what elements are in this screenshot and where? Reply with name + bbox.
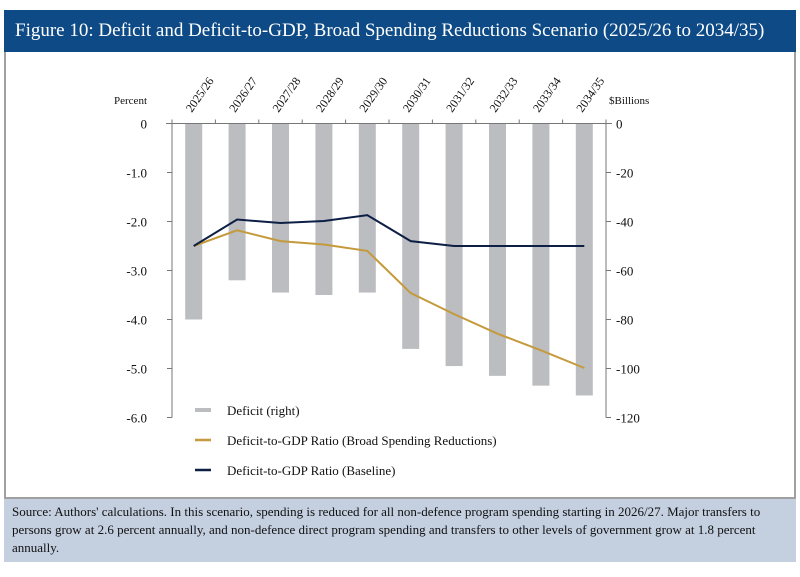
deficit-bar: [228, 123, 246, 281]
deficit-bar: [315, 123, 333, 295]
figure-title: Figure 10: Deficit and Deficit-to-GDP, B…: [4, 10, 796, 52]
figure: Figure 10: Deficit and Deficit-to-GDP, B…: [4, 10, 796, 562]
source-note: Source: Authors' calculations. In this s…: [4, 497, 796, 562]
right-tick-label: -80: [616, 313, 633, 328]
left-tick-label: -6.0: [126, 411, 147, 426]
legend-label: Deficit-to-GDP Ratio (Broad Spending Red…: [227, 433, 497, 448]
left-tick-label: -4.0: [126, 313, 147, 328]
category-label: 2034/35: [573, 74, 607, 114]
right-tick-label: -100: [616, 362, 640, 377]
deficit-bar: [489, 123, 506, 376]
right-tick-label: -120: [616, 411, 640, 426]
deficit-bar: [575, 123, 593, 396]
category-label: 2030/31: [400, 74, 434, 114]
deficit-bar: [358, 123, 376, 293]
category-label: 2026/27: [226, 74, 260, 114]
deficit-bar: [445, 123, 463, 367]
category-label: 2033/34: [530, 74, 564, 114]
deficit-bar: [272, 123, 289, 293]
left-tick-label: -2.0: [126, 215, 147, 230]
right-tick-label: -60: [616, 264, 633, 279]
category-label: 2027/28: [269, 74, 303, 114]
deficit-bar: [185, 123, 203, 320]
chart-area: [4, 52, 796, 497]
left-axis-label: Percent: [114, 95, 147, 107]
right-tick-label: -20: [616, 166, 633, 181]
left-tick-label: -5.0: [126, 362, 147, 377]
category-label: 2028/29: [313, 74, 347, 114]
category-label: 2031/32: [443, 74, 477, 114]
right-tick-label: -40: [616, 215, 633, 230]
category-label: 2029/30: [356, 74, 390, 114]
left-tick-label: -1.0: [126, 166, 147, 181]
legend-label: Deficit (right): [227, 403, 300, 418]
baseline-line: [193, 214, 585, 247]
legend-label: Deficit-to-GDP Ratio (Baseline): [227, 463, 395, 478]
broad-spending-reductions-line: [193, 229, 585, 369]
category-label: 2025/26: [183, 74, 217, 114]
right-axis-label: $Billions: [609, 95, 649, 107]
right-tick-label: 0: [616, 117, 623, 132]
category-label: 2032/33: [486, 74, 520, 114]
left-tick-label: 0: [141, 117, 148, 132]
left-tick-label: -3.0: [126, 264, 147, 279]
deficit-bar: [532, 123, 550, 386]
deficit-bar: [402, 123, 420, 349]
